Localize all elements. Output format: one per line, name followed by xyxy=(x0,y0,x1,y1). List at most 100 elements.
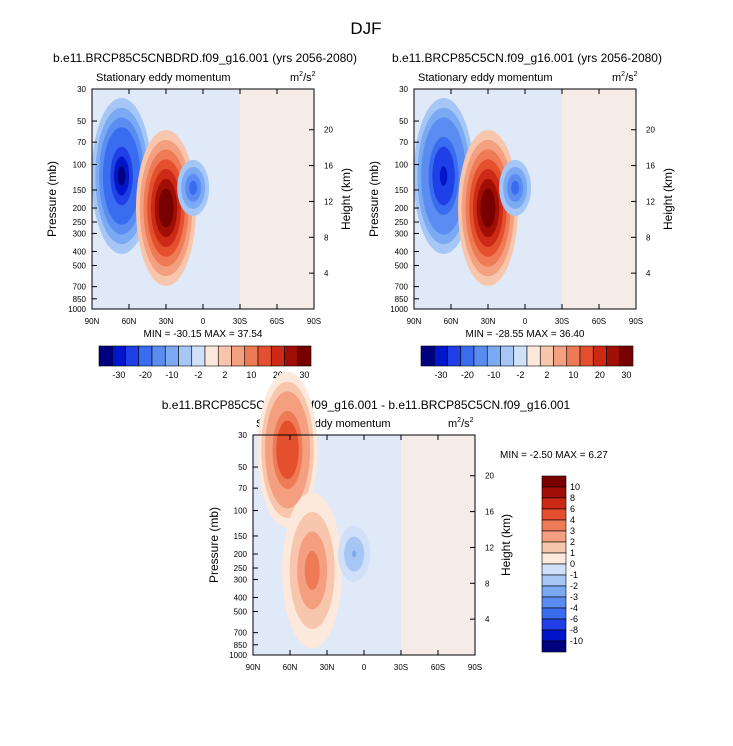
contour-field xyxy=(253,371,475,655)
colorbar-tick-label: -10 xyxy=(487,370,500,380)
colorbar-tick-label: -1 xyxy=(570,570,578,580)
colorbar-swatch xyxy=(473,345,488,367)
colorbar-tick-label: -3 xyxy=(570,592,578,602)
colorbar-swatch xyxy=(541,640,567,653)
colorbar-swatch xyxy=(151,345,166,367)
colorbar-tick-label: 0 xyxy=(570,559,575,569)
axis-ticks: 90N 60N 30N 0 30S 60S 90S 30 50 70 100 150 200 250 300… xyxy=(390,85,655,326)
panel-title: b.e11.BRCP85C5CN.f09_g16.001 (yrs 2056-2… xyxy=(392,51,662,65)
y-tick-label: 70 xyxy=(77,138,86,147)
panel-top-left: b.e11.BRCP85C5CNBDRD.f09_g16.001 (yrs 20… xyxy=(45,51,357,380)
x-tick-label: 60S xyxy=(592,317,606,326)
x-tick-label: 60N xyxy=(122,317,137,326)
y-tick-label: 100 xyxy=(234,507,248,516)
y-tick-label: 30 xyxy=(77,85,86,94)
colorbar-swatch xyxy=(297,345,312,367)
y-tick-label: 100 xyxy=(395,161,409,170)
y-right-tick-label: 8 xyxy=(324,233,329,242)
contour-level xyxy=(484,198,492,218)
colorbar-swatch xyxy=(420,345,435,367)
y-right-tick-label: 16 xyxy=(646,162,655,171)
y-axis-label: Pressure (mb) xyxy=(45,161,59,237)
y-right-tick-label: 4 xyxy=(324,269,329,278)
y-right-tick-label: 4 xyxy=(646,269,651,278)
colorbar-tick-label: 30 xyxy=(299,370,309,380)
colorbar-swatch xyxy=(178,345,193,367)
colorbar-swatch xyxy=(270,345,285,367)
colorbar-tick-label: -8 xyxy=(570,625,578,635)
y-tick-label: 70 xyxy=(238,484,247,493)
x-tick-label: 60S xyxy=(431,663,445,672)
y-tick-label: 1000 xyxy=(390,305,408,314)
colorbar-swatch xyxy=(138,345,153,367)
y-tick-label: 250 xyxy=(73,218,87,227)
colorbar-swatch xyxy=(541,519,567,532)
y-axis-label: Pressure (mb) xyxy=(367,161,381,237)
panel-units: m2/s2 xyxy=(448,417,474,430)
colorbar-tick-label: 1 xyxy=(570,548,575,558)
colorbar-swatch xyxy=(191,345,206,367)
y-axis-right-label: Height (km) xyxy=(499,514,513,576)
colorbar-tick-label: -20 xyxy=(461,370,474,380)
y-right-tick-label: 8 xyxy=(646,233,651,242)
colorbar-swatch xyxy=(541,530,567,543)
axis-ticks: 90N 60N 30N 0 30S 60S 90S 30 50 70 100 150 200 250 300… xyxy=(229,431,494,672)
colorbar-tick-label: 8 xyxy=(570,493,575,503)
y-tick-label: 300 xyxy=(395,229,409,238)
colorbar-tick-label: -10 xyxy=(570,636,583,646)
y-tick-label: 30 xyxy=(238,431,247,440)
colorbar-tick-label: 30 xyxy=(621,370,631,380)
colorbar-swatch xyxy=(125,345,140,367)
y-tick-label: 100 xyxy=(73,161,87,170)
x-tick-label: 0 xyxy=(201,317,206,326)
y-tick-label: 850 xyxy=(395,295,409,304)
x-tick-label: 30N xyxy=(481,317,496,326)
x-tick-label: 90N xyxy=(246,663,261,672)
y-axis-label: Pressure (mb) xyxy=(207,507,221,583)
min-max-stats: MIN = -30.15 MAX = 37.54 xyxy=(144,329,263,340)
y-tick-label: 30 xyxy=(399,85,408,94)
x-tick-label: 90N xyxy=(407,317,422,326)
x-tick-label: 30S xyxy=(233,317,247,326)
y-tick-label: 1000 xyxy=(68,305,86,314)
colorbar-swatch xyxy=(541,497,567,510)
colorbar-swatch xyxy=(541,541,567,554)
colorbar-swatch xyxy=(541,563,567,576)
colorbar-swatch xyxy=(541,574,567,587)
colorbar-tick-label: 20 xyxy=(273,370,283,380)
colorbar-tick-label: 2 xyxy=(570,537,575,547)
y-right-tick-label: 12 xyxy=(485,543,494,552)
colorbar-tick-label: -30 xyxy=(434,370,447,380)
colorbar-swatch xyxy=(592,345,607,367)
colorbar: -30 -20 -10 -2 2 10 20 30 xyxy=(98,345,312,380)
colorbar-swatch xyxy=(539,345,554,367)
colorbar-swatch xyxy=(98,345,113,367)
colorbar-tick-label: -6 xyxy=(570,614,578,624)
panel-title: b.e11.BRCP85C5CNBDRD.f09_g16.001 (yrs 20… xyxy=(53,51,357,65)
panel-left-label: Stationary eddy momentum xyxy=(418,72,553,84)
y-tick-label: 300 xyxy=(73,229,87,238)
contour-level xyxy=(283,440,292,460)
colorbar-swatch xyxy=(579,345,594,367)
colorbar: -30 -20 -10 -2 2 10 20 30 xyxy=(420,345,634,380)
y-axis-right-label: Height (km) xyxy=(339,168,353,230)
y-tick-label: 850 xyxy=(73,295,87,304)
colorbar-swatch xyxy=(541,629,567,642)
y-tick-label: 500 xyxy=(73,262,87,271)
colorbar-swatch xyxy=(619,345,634,367)
y-tick-label: 500 xyxy=(234,608,248,617)
panel-title: b.e11.BRCP85C5CNBDRD.f09_g16.001 - b.e11… xyxy=(162,398,571,412)
y-tick-label: 200 xyxy=(395,204,409,213)
colorbar-swatch xyxy=(566,345,581,367)
panel-bottom-difference: b.e11.BRCP85C5CNBDRD.f09_g16.001 - b.e11… xyxy=(162,371,608,672)
colorbar-swatch xyxy=(244,345,259,367)
colorbar-tick-label: -2 xyxy=(516,370,524,380)
y-tick-label: 700 xyxy=(395,283,409,292)
field-band xyxy=(240,89,314,309)
colorbar-swatch xyxy=(541,607,567,620)
colorbar-swatch xyxy=(553,345,568,367)
y-tick-label: 200 xyxy=(73,204,87,213)
y-tick-label: 70 xyxy=(399,138,408,147)
x-tick-label: 60N xyxy=(444,317,459,326)
